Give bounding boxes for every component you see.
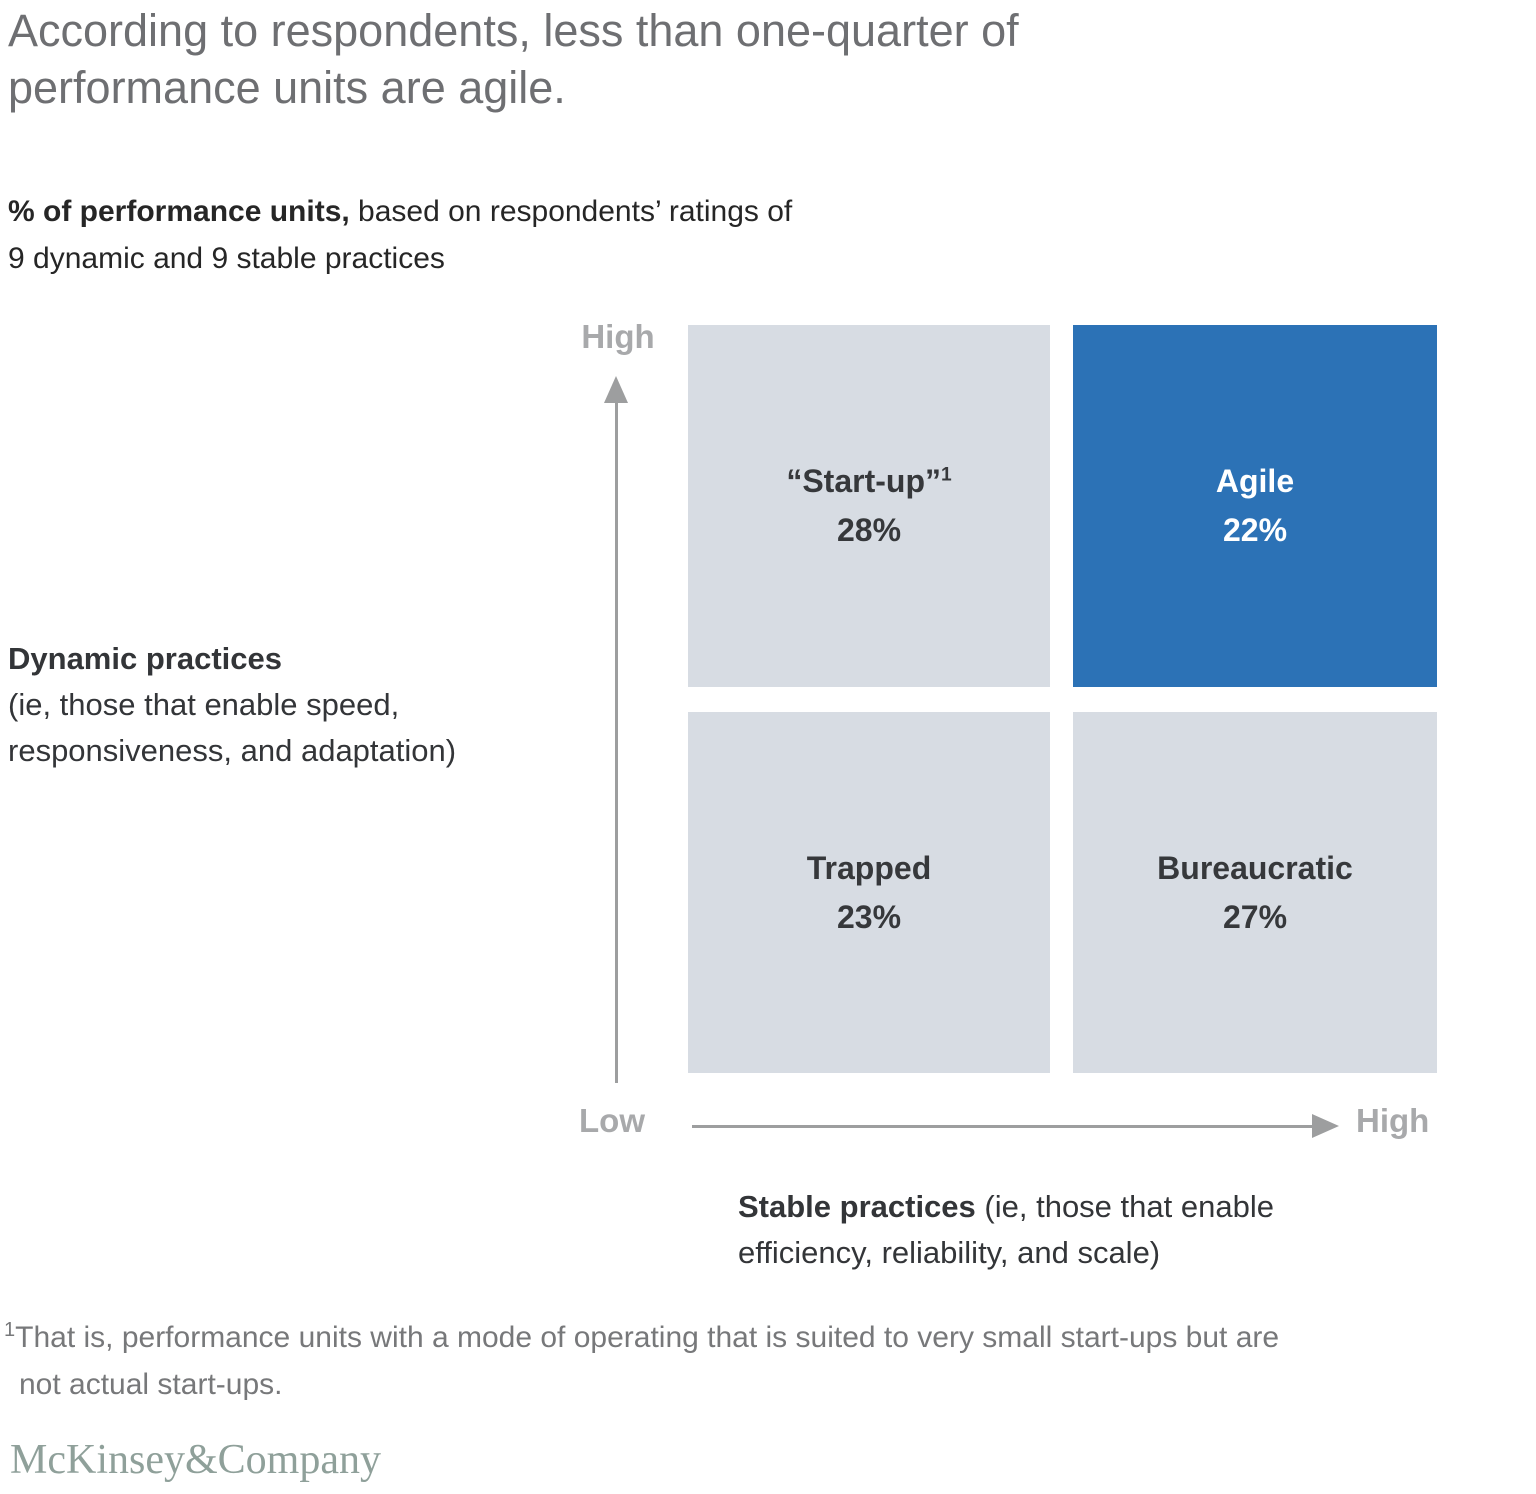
page-title-line2: performance units are agile. (8, 62, 566, 113)
x-axis-arrow (692, 1125, 1317, 1128)
y-axis-title: Dynamic practices (ie, those that enable… (8, 636, 456, 774)
subtitle-unit-label: % of performance units, (8, 195, 350, 228)
origin-low-label: Low (579, 1102, 645, 1139)
y-axis-arrowhead-icon (604, 376, 628, 403)
x-axis-title-line1: Stable practices (ie, those that enable (738, 1184, 1274, 1230)
chart-subtitle-line2: 9 dynamic and 9 stable practices (8, 242, 445, 275)
footnote-reference: 1 (940, 464, 952, 486)
subtitle-description: based on respondents’ ratings of (349, 195, 793, 228)
y-axis-title-main: Dynamic practices (8, 641, 282, 676)
chart-subtitle-line1: % of performance units, based on respond… (8, 188, 792, 235)
quadrant-trapped-value: 23% (836, 898, 902, 935)
y-axis-title-line3: responsiveness, and adaptation) (8, 733, 457, 768)
footnote: 1That is, performance units with a mode … (4, 1314, 1279, 1408)
quadrant-agile: Agile 22% (1073, 325, 1437, 687)
x-axis-title-line2: efficiency, reliability, and scale) (738, 1235, 1161, 1270)
page-title-line1: According to respondents, less than one-… (8, 5, 1019, 56)
x-axis-title-rest: (ie, those that enable (975, 1189, 1274, 1224)
quadrant-agile-label: Agile (1215, 463, 1295, 499)
y-axis-title-line2: (ie, those that enable speed, (8, 687, 400, 722)
quadrant-bureaucratic-value: 27% (1222, 898, 1288, 935)
quadrant-bureaucratic-label: Bureaucratic (1157, 849, 1353, 886)
x-axis-high-label: High (1356, 1102, 1430, 1139)
chart-subtitle: % of performance units, based on respond… (8, 188, 792, 282)
quadrant-startup: “Start-up”1 28% (688, 325, 1050, 687)
quadrant-startup-value: 28% (836, 512, 902, 548)
quadrant-trapped: Trapped 23% (688, 712, 1050, 1073)
y-axis-arrow (615, 400, 618, 1083)
quadrant-trapped-label: Trapped (806, 849, 932, 886)
footnote-text1: That is, performance units with a mode o… (15, 1321, 1280, 1354)
x-axis-arrowhead-icon (1312, 1114, 1339, 1138)
footnote-line2: not actual start-ups. (19, 1368, 283, 1401)
mckinsey-logo: McKinsey&Company (10, 1437, 381, 1483)
y-axis-high-label: High (581, 318, 655, 355)
x-axis-title-main: Stable practices (738, 1189, 976, 1224)
quadrant-startup-label: “Start-up”1 (786, 457, 951, 506)
page-title: According to respondents, less than one-… (8, 2, 1019, 116)
quadrant-startup-name: “Start-up” (786, 463, 941, 499)
x-axis-title: Stable practices (ie, those that enable … (738, 1184, 1274, 1276)
quadrant-agile-value: 22% (1222, 512, 1288, 548)
footnote-line1: 1That is, performance units with a mode … (4, 1314, 1279, 1361)
footnote-superscript: 1 (4, 1319, 16, 1341)
quadrant-bureaucratic: Bureaucratic 27% (1073, 712, 1437, 1073)
